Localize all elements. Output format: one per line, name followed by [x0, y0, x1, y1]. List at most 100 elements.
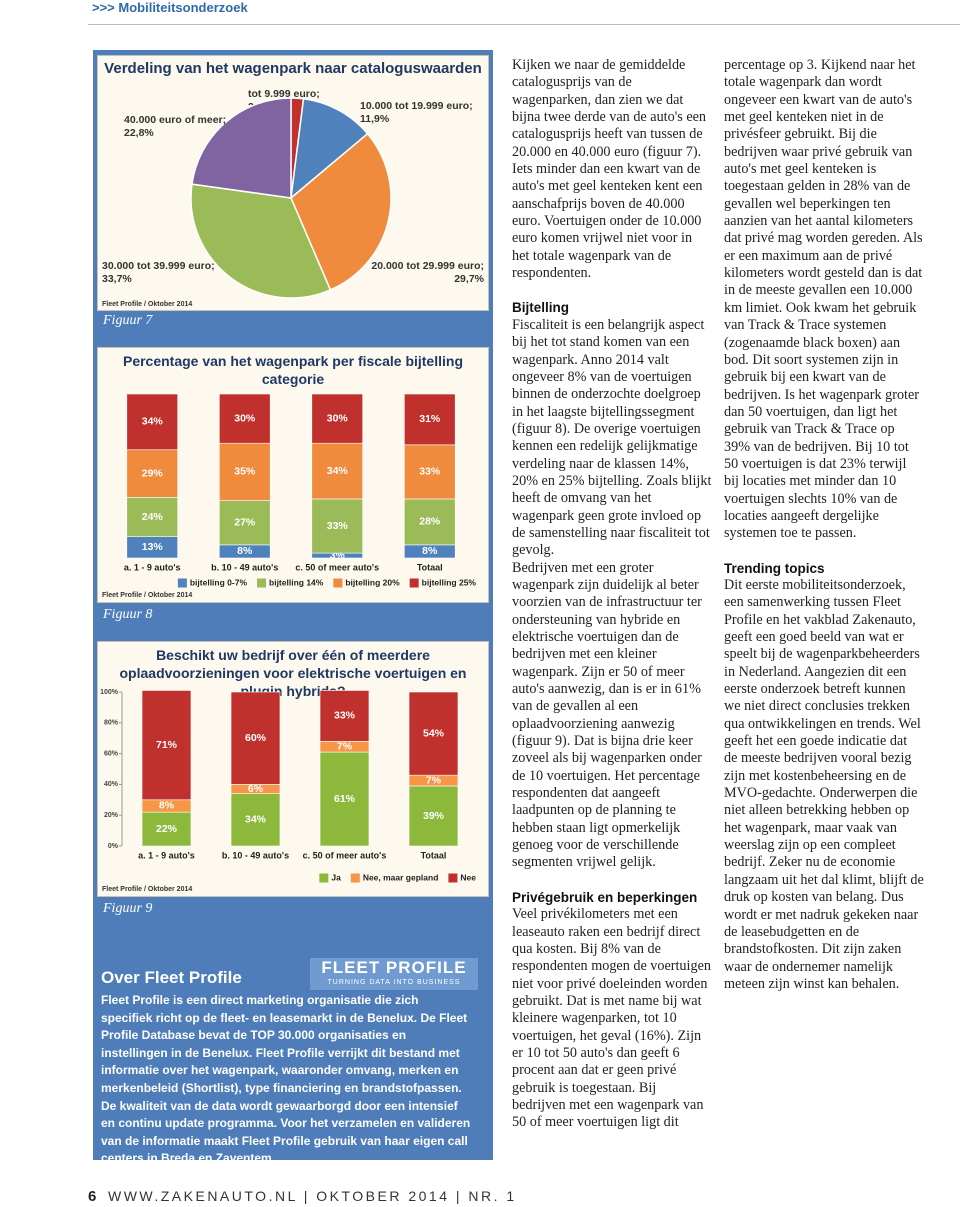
value-label: 34%	[142, 416, 164, 428]
slice-label: 40.000 euro of meer;	[124, 114, 226, 126]
slice-label: 30.000 tot 39.999 euro;	[102, 260, 215, 272]
chart-source: Fleet Profile / Oktober 2014	[102, 592, 192, 599]
x-tick-label: b. 10 - 49 auto's	[211, 562, 278, 572]
value-label: 8%	[237, 545, 253, 557]
pie-slice	[290, 97, 369, 200]
bar-segment	[404, 498, 456, 546]
logo: FLEET PROFILE TURNING DATA INTO BUSINESS	[310, 958, 478, 990]
y-tick-label: 40%	[104, 781, 119, 788]
value-label: 24%	[142, 511, 164, 523]
legend-label: bijtelling 25%	[422, 577, 477, 587]
about-heading: Over Fleet Profile	[101, 968, 242, 987]
section-heading: Privégebruik en beperkingen	[512, 889, 698, 905]
bar-segment	[319, 751, 370, 847]
bar-segment	[219, 442, 271, 501]
logo-name: FLEET PROFILE	[321, 958, 467, 977]
about-text: Fleet Profile is een direct marketing or…	[101, 993, 471, 1166]
value-label: 33%	[334, 710, 356, 722]
slice-value-label: 29,7%	[454, 273, 484, 285]
value-label: 71%	[156, 739, 178, 751]
value-label: 29%	[142, 467, 164, 479]
bar-segment	[404, 393, 456, 446]
chart-source: Fleet Profile / Oktober 2014	[102, 301, 192, 308]
y-tick-label: 0%	[108, 843, 119, 850]
bar-segment	[404, 444, 456, 500]
legend-swatch	[350, 873, 360, 883]
bar-segment	[311, 393, 363, 444]
section-heading: Bijtelling	[512, 300, 569, 316]
bar-segment	[126, 497, 178, 537]
chart-title: Percentage van het wagenpark per fiscale…	[122, 353, 463, 387]
value-label: 54%	[423, 727, 445, 739]
legend: Ja Nee, maar gepland Nee	[319, 872, 476, 883]
value-label: 8%	[422, 545, 438, 557]
chart: tot 9.999 euro;2,0%10.000 tot 19.999 eur…	[102, 88, 485, 308]
sidebar: Verdeling van het wagenpark naar catalog…	[93, 50, 493, 1165]
legend-swatch	[257, 578, 267, 588]
logo-tagline: TURNING DATA INTO BUSINESS	[327, 979, 461, 986]
value-label: 13%	[142, 541, 164, 553]
paragraph: Veel privékilometers met een leaseauto r…	[512, 57, 923, 1131]
value-label: 27%	[234, 517, 256, 529]
x-tick-label: Totaal	[421, 850, 447, 860]
legend-label: Nee	[460, 872, 476, 882]
bar-segment	[219, 500, 271, 546]
figure-caption: Figuur 8	[103, 607, 153, 622]
section-label: >>> Mobiliteitsonderzoek	[92, 0, 248, 15]
legend-label: bijtelling 14%	[269, 577, 324, 587]
chart-panel: Beschikt uw bedrijf over één of meerdere…	[97, 641, 489, 897]
section-heading: Trending topics	[724, 560, 825, 576]
chart-title: Beschikt uw bedrijf over één of meerdere…	[119, 647, 467, 699]
header-rule	[88, 24, 960, 25]
value-label: 28%	[419, 516, 441, 528]
x-tick-label: Totaal	[417, 562, 443, 572]
pie-slice	[290, 132, 392, 291]
chart-panel: Percentage van het wagenpark per fiscale…	[97, 347, 489, 603]
value-label: 8%	[159, 800, 175, 812]
value-label: 30%	[327, 412, 349, 424]
slice-value-label: 33,7%	[102, 273, 132, 285]
article: Kijken we naar de gemiddelde cataloguspr…	[512, 57, 924, 1142]
bar-segment	[141, 690, 192, 801]
legend: bijtelling 0-7% bijtelling 14% bijtelling …	[177, 577, 477, 588]
legend-swatch	[319, 873, 329, 883]
value-label: 60%	[245, 732, 267, 744]
legend-swatch	[333, 578, 343, 588]
value-label: 22%	[156, 823, 178, 835]
value-label: 31%	[419, 413, 441, 425]
value-label: 33%	[327, 520, 349, 532]
x-tick-label: a. 1 - 9 auto's	[124, 562, 181, 572]
value-label: 6%	[248, 783, 264, 795]
slice-label: 20.000 tot 29.999 euro;	[371, 260, 484, 272]
x-tick-label: c. 50 of meer auto's	[295, 562, 379, 572]
page-number: 6	[88, 1188, 97, 1205]
value-label: 34%	[245, 814, 267, 826]
x-tick-label: a. 1 - 9 auto's	[138, 850, 195, 860]
paragraph: Bedrijven met een groter wagenpark zijn …	[512, 559, 702, 871]
value-label: 33%	[419, 466, 441, 478]
legend-label: Nee, maar gepland	[363, 872, 439, 882]
slice-value-label: 22,8%	[124, 127, 154, 139]
legend-label: bijtelling 20%	[345, 577, 400, 587]
slice-label: 10.000 tot 19.999 euro;	[360, 100, 473, 112]
chart: 13% 8% 3% 8%24% 27% 33% 28%29% 35% 34% 33%34% 30% 3…	[102, 393, 477, 599]
value-label: 39%	[423, 810, 445, 822]
value-label: 61%	[334, 793, 356, 805]
value-label: 30%	[234, 412, 256, 424]
chart-source: Fleet Profile / Oktober 2014	[102, 886, 192, 893]
figure-caption: Figuur 7	[103, 313, 153, 328]
chart: 0% 20% 40% 60% 80% 100% 22% 34% 61% 39% 8% 6% 7% 7% 71…	[100, 689, 476, 893]
bar-segment	[408, 785, 459, 847]
paragraph: Kijken we naar de gemiddelde cataloguspr…	[512, 57, 707, 282]
legend-label: Ja	[331, 872, 341, 882]
footer-text: WWW.ZAKENAUTO.NL | OKTOBER 2014 | NR. 1	[108, 1188, 517, 1204]
chart-panel: Verdeling van het wagenpark naar catalog…	[97, 55, 489, 311]
bar-segment	[126, 393, 178, 451]
y-tick-label: 100%	[100, 689, 119, 696]
paragraph: Fiscaliteit is een belangrijk aspect bij…	[512, 316, 712, 559]
slice-label: tot 9.999 euro;	[248, 88, 320, 100]
bar-segment	[230, 691, 281, 785]
paragraph: Dit eerste mobiliteitsonderzoek, een sam…	[724, 576, 924, 992]
